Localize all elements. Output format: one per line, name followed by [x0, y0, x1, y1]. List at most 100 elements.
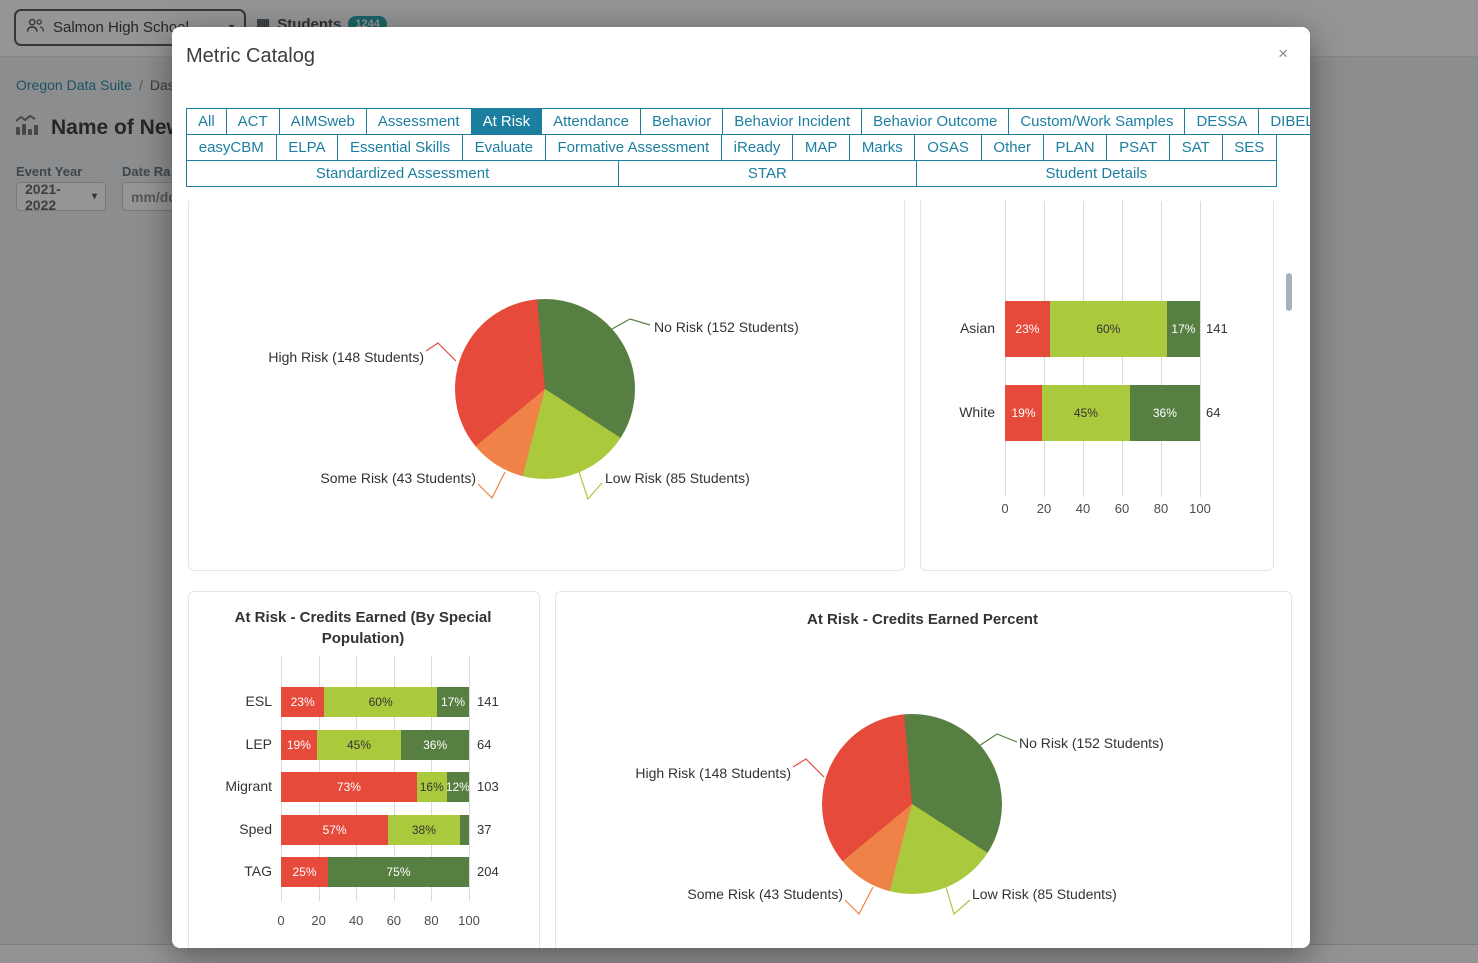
pie-slice-label: Low Risk (85 Students) — [972, 886, 1117, 902]
tab-at-risk[interactable]: At Risk — [470, 108, 543, 135]
people-icon — [26, 18, 45, 37]
axis-tick-label: 40 — [348, 913, 364, 928]
tab-row: easyCBM ELPA Essential Skills Evaluate Forma… — [186, 134, 1278, 161]
bar-segment: 17% — [1166, 301, 1200, 357]
stacked-bar: 23% 60% 17% — [281, 687, 469, 717]
tab-row: All ACT AIMSweb Assessment At Risk Attendance… — [186, 108, 1310, 135]
tab-dibels[interactable]: DIBELS — [1258, 108, 1310, 135]
bar-segment: 19% — [281, 729, 317, 760]
tab-act[interactable]: ACT — [225, 108, 280, 135]
axis-tick-label: 60 — [386, 913, 402, 928]
tab-evaluate[interactable]: Evaluate — [461, 134, 546, 161]
tab-star[interactable]: STAR — [618, 160, 917, 187]
bar-segment: 23% — [281, 687, 325, 717]
tab-sat[interactable]: SAT — [1168, 134, 1223, 161]
pie-slice-label: No Risk (152 Students) — [654, 319, 799, 335]
bar-segment: 23% — [1005, 301, 1050, 357]
pie-chart — [455, 299, 635, 479]
stacked-bar: 19% 45% 36% — [1005, 385, 1200, 441]
bar-segment: 19% — [1005, 385, 1043, 441]
axis-tick-label: 80 — [424, 913, 439, 928]
tab-assessment[interactable]: Assessment — [365, 108, 472, 135]
pie-slice-label: High Risk (148 Students) — [268, 349, 424, 365]
bar-total-label: 103 — [477, 779, 499, 794]
bar-total-label: 141 — [477, 694, 499, 709]
pie-slice-label: Low Risk (85 Students) — [605, 470, 750, 486]
modal-title: Metric Catalog — [186, 45, 315, 67]
tab-behavior[interactable]: Behavior — [640, 108, 724, 135]
bar-segment: 38% — [388, 814, 460, 845]
bar-chart-icon — [14, 113, 41, 143]
axis-tick-label: 20 — [311, 913, 326, 928]
axis-tick-label: 0 — [1001, 501, 1009, 516]
tab-elpa[interactable]: ELPA — [275, 134, 339, 161]
tab-aimsweb[interactable]: AIMSweb — [278, 108, 367, 135]
tab-iready[interactable]: iReady — [720, 134, 794, 161]
bar-segment: 25% — [281, 857, 328, 887]
chart-title: At Risk - Credits Earned (By Special Pop… — [234, 609, 492, 647]
page-title: Name of New — [51, 116, 183, 139]
tab-easycbm[interactable]: easyCBM — [186, 134, 277, 161]
axis-tick-label: 40 — [1075, 501, 1091, 516]
bar-segment: 36% — [401, 729, 469, 760]
axis-tick-label: 0 — [277, 913, 285, 928]
tab-student-details[interactable]: Student Details — [915, 160, 1277, 187]
axis-tick-label: 20 — [1036, 501, 1052, 516]
tab-custom-work-samples[interactable]: Custom/Work Samples — [1008, 108, 1186, 135]
category-label: LEP — [245, 735, 272, 752]
axis-tick-label: 100 — [458, 913, 480, 928]
event-year-select[interactable]: 2021-2022 ▾ — [16, 180, 106, 213]
modal-body: No Risk (152 Students) Low Risk (85 Stude… — [172, 201, 1310, 948]
bar-total-label: 141 — [1206, 321, 1228, 336]
tab-psat[interactable]: PSAT — [1106, 134, 1170, 161]
breadcrumb: Oregon Data Suite / Das — [16, 77, 175, 93]
breadcrumb-current: Das — [149, 77, 175, 93]
category-label: Sped — [239, 820, 272, 837]
tab-all[interactable]: All — [186, 108, 227, 135]
bar-segment: 17% — [437, 687, 469, 717]
bar-segment: 60% — [324, 687, 438, 717]
category-label: TAG — [244, 863, 272, 879]
tab-behavior-incident[interactable]: Behavior Incident — [722, 108, 863, 135]
tab-formative-assessment[interactable]: Formative Assessment — [544, 134, 722, 161]
chart-title: At Risk - Credits Earned Percent — [807, 611, 1038, 628]
bar-total-label: 64 — [1206, 405, 1221, 420]
stacked-bar: 23% 60% 17% — [1005, 301, 1200, 357]
page-title-row: Name of New — [14, 113, 183, 143]
tab-dessa[interactable]: DESSA — [1184, 108, 1260, 135]
axis-tick-label: 100 — [1189, 501, 1211, 516]
bar-segment: 16% — [416, 772, 447, 802]
tab-ses[interactable]: SES — [1221, 134, 1278, 161]
bar-total-label: 37 — [477, 821, 492, 837]
pie-chart — [822, 714, 1002, 894]
breadcrumb-link[interactable]: Oregon Data Suite — [16, 77, 132, 93]
stacked-bar: 25% 75% — [281, 857, 469, 887]
school-selector-value: Salmon High School — [53, 19, 189, 36]
stacked-bar: 73% 16% 12% — [281, 772, 469, 802]
gridline — [1200, 201, 1201, 497]
scrollbar-thumb[interactable] — [1286, 273, 1292, 311]
bar-segment — [459, 814, 469, 845]
tab-essential-skills[interactable]: Essential Skills — [337, 134, 463, 161]
bar-segment: 57% — [281, 814, 389, 845]
category-label: Asian — [959, 320, 995, 336]
tab-marks[interactable]: Marks — [849, 134, 916, 161]
tab-standardized-assessment[interactable]: Standardized Assessment — [186, 160, 620, 187]
event-year-label: Event Year — [16, 164, 83, 179]
pie-slice-label: Some Risk (43 Students) — [320, 470, 476, 486]
tab-map[interactable]: MAP — [792, 134, 851, 161]
tab-attendance[interactable]: Attendance — [541, 108, 641, 135]
tab-behavior-outcome[interactable]: Behavior Outcome — [861, 108, 1010, 135]
date-range-label: Date Ra — [122, 164, 171, 179]
tab-plan[interactable]: PLAN — [1042, 134, 1108, 161]
bar-segment: 36% — [1129, 385, 1200, 441]
close-icon[interactable]: × — [1278, 44, 1288, 63]
breadcrumb-separator: / — [138, 77, 143, 93]
pie-slice-label: No Risk (152 Students) — [1019, 735, 1164, 751]
tab-other[interactable]: Other — [980, 134, 1044, 161]
event-year-value: 2021-2022 — [25, 180, 61, 213]
bar-segment: 60% — [1049, 301, 1167, 357]
tab-osas[interactable]: OSAS — [914, 134, 982, 161]
bar-total-label: 204 — [477, 864, 499, 879]
bar-segment: 45% — [1042, 385, 1130, 441]
